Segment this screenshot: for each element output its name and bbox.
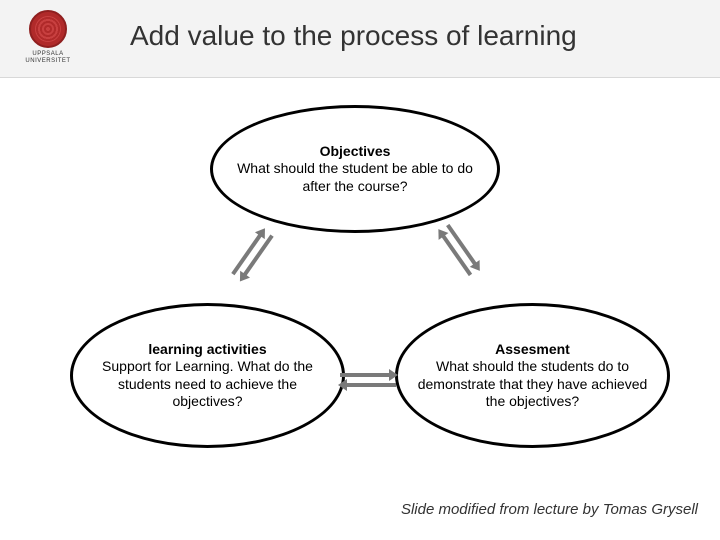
edge-objectives-assessment [436,224,484,282]
node-activities-heading: learning activities [148,341,266,357]
node-activities: learning activities Support for Learning… [70,303,345,448]
node-objectives-heading: Objectives [320,143,391,159]
arrow-icon [346,383,396,387]
node-assessment-heading: Assesment [495,341,570,357]
node-objectives-body: What should the student be able to do af… [237,160,473,194]
node-assessment: Assesment What should the students do to… [395,303,670,448]
cycle-diagram: Objectives What should the student be ab… [0,95,720,465]
arrow-icon [340,373,390,377]
logo-line2: UNIVERSITET [25,58,70,64]
slide-title: Add value to the process of learning [130,20,700,52]
footer-credit: Slide modified from lecture by Tomas Gry… [401,501,698,518]
node-objectives: Objectives What should the student be ab… [210,105,500,233]
node-objectives-text: Objectives What should the student be ab… [231,143,479,196]
node-activities-body: Support for Learning. What do the studen… [102,358,313,409]
org-logo: UPPSALA UNIVERSITET [16,10,80,64]
node-assessment-text: Assesment What should the students do to… [416,341,649,411]
node-assessment-body: What should the students do to demonstra… [418,358,648,409]
logo-text: UPPSALA UNIVERSITET [16,51,80,64]
node-activities-text: learning activities Support for Learning… [91,341,324,411]
logo-line1: UPPSALA [32,51,63,57]
edge-activities-assessment [340,373,400,389]
slide: UPPSALA UNIVERSITET Add value to the pro… [0,0,720,540]
logo-seal-icon [29,10,67,48]
edge-objectives-activities [231,224,279,282]
